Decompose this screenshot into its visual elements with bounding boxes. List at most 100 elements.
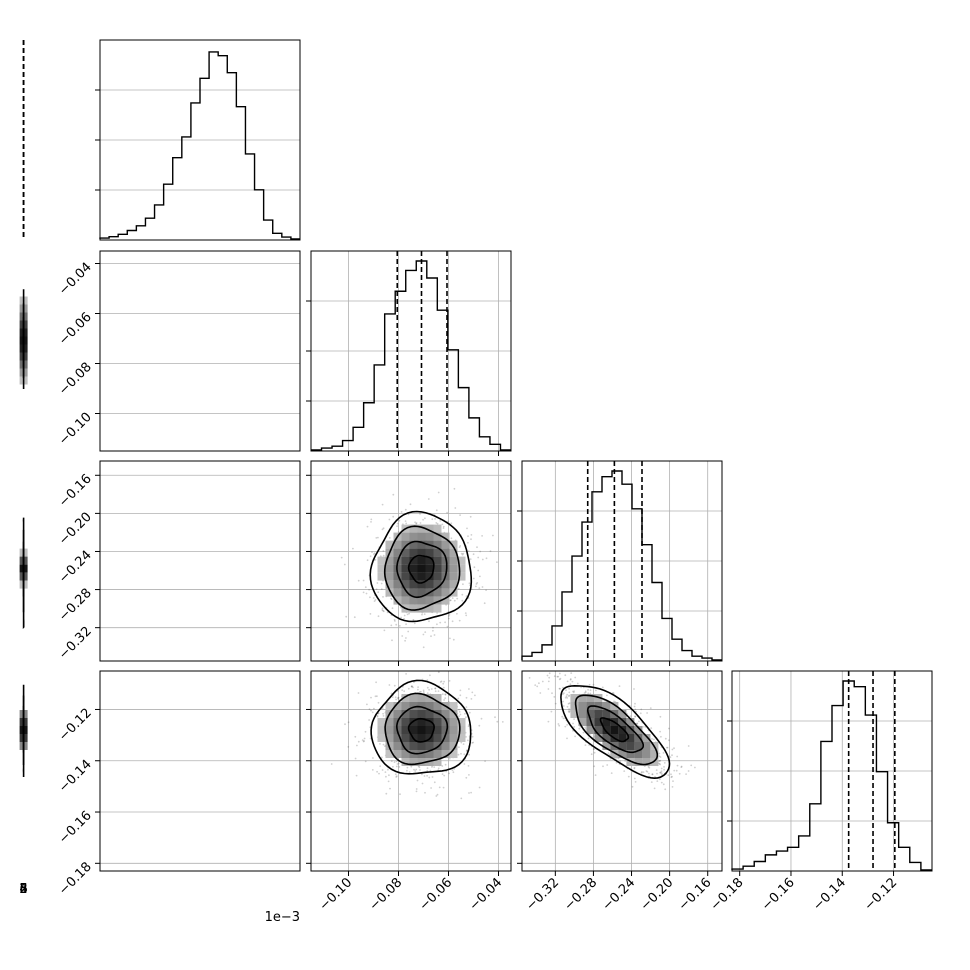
scatter-point <box>410 765 413 768</box>
density-bin <box>393 750 402 758</box>
scatter-point <box>369 613 372 615</box>
density-bin <box>401 750 410 758</box>
scatter-point <box>437 671 440 674</box>
scatter-point <box>441 523 444 526</box>
density-bin <box>385 580 394 589</box>
scatter-point <box>431 776 434 778</box>
scatter-point <box>469 558 472 560</box>
scatter-point <box>619 760 622 762</box>
scatter-point <box>444 621 446 624</box>
scatter-point <box>568 708 570 710</box>
scatter-point <box>470 791 472 794</box>
scatter-point <box>556 675 559 678</box>
density-bin <box>425 580 434 589</box>
density-bin <box>457 564 466 573</box>
x-tick-label-2-3: −0.20 <box>638 875 677 914</box>
scatter-point <box>436 793 439 796</box>
scatter-point <box>613 700 615 703</box>
scatter-point <box>444 693 447 695</box>
scatter-point <box>592 748 595 750</box>
scatter-point <box>470 698 473 700</box>
scatter-point <box>370 709 372 712</box>
scatter-point <box>669 756 672 758</box>
scatter-point <box>571 680 574 683</box>
scatter-point <box>528 677 531 679</box>
scatter-point <box>383 629 386 632</box>
scatter-point <box>659 756 662 758</box>
scatter-point <box>489 550 492 553</box>
scatter-point <box>426 767 429 769</box>
scatter-point <box>398 519 401 522</box>
scatter-point <box>397 690 399 692</box>
scatter-point <box>680 765 683 768</box>
density-bin <box>401 734 410 742</box>
scatter-point <box>430 635 432 638</box>
scatter-point <box>636 722 639 725</box>
scatter-point <box>454 507 457 509</box>
scatter-point <box>441 773 444 775</box>
density-bin <box>433 596 442 605</box>
density-bin <box>570 694 579 702</box>
scatter-point <box>492 534 494 537</box>
scatter-point <box>660 735 662 738</box>
scatter-point <box>426 679 429 682</box>
scatter-point <box>406 769 408 772</box>
scatter-point <box>381 756 383 759</box>
y-tick-label-1-1: −0.08 <box>56 360 95 399</box>
density-bin <box>377 556 386 565</box>
scatter-point <box>428 620 430 623</box>
scatter-point <box>433 634 436 636</box>
scatter-point <box>415 768 418 771</box>
scatter-point <box>687 770 690 772</box>
scatter-point <box>536 685 539 688</box>
density-bin <box>602 734 611 742</box>
scatter-point <box>649 707 652 709</box>
contour-level-0 <box>407 554 435 584</box>
scatter-point <box>494 716 496 719</box>
y-tick-label-3-0: −0.18 <box>56 860 95 899</box>
scatter-point <box>465 750 468 752</box>
scatter-point <box>595 689 597 692</box>
scatter-point <box>584 690 587 693</box>
scatter-point <box>437 690 440 692</box>
scatter-point <box>670 773 672 776</box>
y-tick-label-2-3: −0.20 <box>56 510 95 549</box>
density-bin <box>377 718 386 726</box>
scatter-point <box>432 629 434 632</box>
scatter-point <box>467 725 470 728</box>
scatter-point <box>409 503 412 506</box>
density-bin <box>401 718 410 726</box>
scatter-point <box>459 545 462 547</box>
scatter-point <box>468 792 470 794</box>
density-bin <box>425 532 434 541</box>
density-bin <box>425 548 434 557</box>
scatter-point <box>658 755 661 758</box>
scatter-point <box>567 710 570 713</box>
scatter-point <box>463 763 466 765</box>
scatter-point <box>388 684 391 686</box>
density-bin <box>433 556 442 565</box>
density-bin <box>457 718 466 726</box>
scatter-point <box>362 579 365 582</box>
scatter-point <box>476 546 478 549</box>
scatter-point <box>648 766 651 769</box>
density-bin <box>409 702 418 710</box>
scatter-point <box>460 752 462 755</box>
density-bin <box>409 572 418 581</box>
scatter-point <box>431 518 434 521</box>
density-bin <box>449 750 458 758</box>
scatter-point <box>663 762 666 764</box>
density-bin <box>401 596 410 605</box>
density-bin <box>417 596 426 605</box>
scatter-point <box>449 637 451 640</box>
scatter-point <box>634 781 637 783</box>
density-bin <box>385 572 394 581</box>
scatter-point <box>406 613 409 616</box>
scatter-point <box>550 710 553 713</box>
scatter-point <box>381 607 384 610</box>
density-bin <box>401 564 410 573</box>
scatter-point <box>462 552 465 555</box>
scatter-point <box>671 754 673 757</box>
scatter-point <box>548 672 551 675</box>
density-bin <box>409 540 418 549</box>
